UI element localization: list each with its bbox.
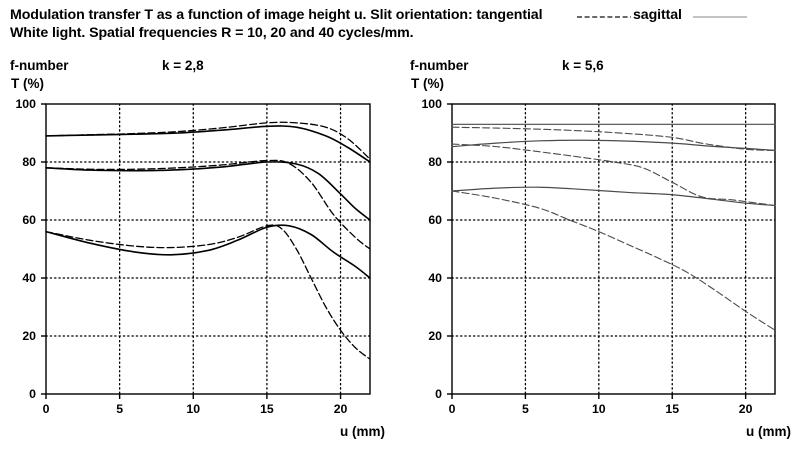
svg-text:15: 15 <box>260 402 274 416</box>
svg-text:5: 5 <box>522 402 529 416</box>
svg-text:40: 40 <box>22 271 36 285</box>
svg-text:100: 100 <box>15 97 36 111</box>
svg-text:100: 100 <box>421 97 442 111</box>
svg-text:20: 20 <box>334 402 348 416</box>
svg-text:80: 80 <box>428 155 442 169</box>
svg-text:0: 0 <box>43 402 50 416</box>
svg-text:20: 20 <box>428 329 442 343</box>
svg-text:20: 20 <box>22 329 36 343</box>
svg-text:5: 5 <box>116 402 123 416</box>
svg-text:0: 0 <box>29 387 36 401</box>
svg-text:60: 60 <box>22 213 36 227</box>
svg-text:0: 0 <box>449 402 456 416</box>
svg-text:0: 0 <box>435 387 442 401</box>
svg-text:15: 15 <box>665 402 679 416</box>
svg-text:10: 10 <box>592 402 606 416</box>
svg-text:60: 60 <box>428 213 442 227</box>
svg-text:10: 10 <box>186 402 200 416</box>
svg-text:80: 80 <box>22 155 36 169</box>
svg-text:40: 40 <box>428 271 442 285</box>
svg-text:20: 20 <box>739 402 753 416</box>
